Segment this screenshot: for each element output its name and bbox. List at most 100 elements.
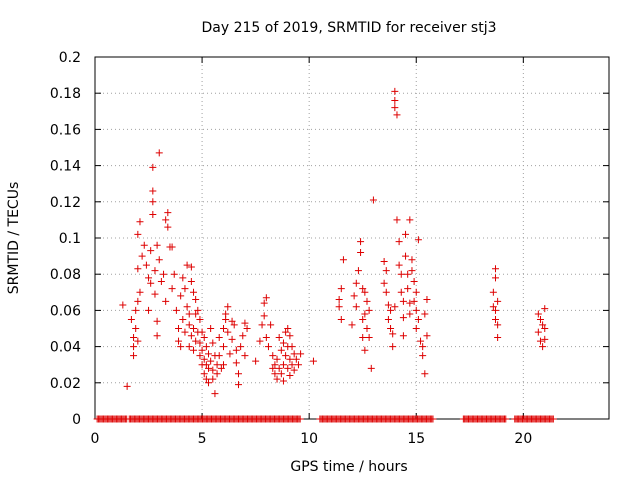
data-point <box>162 216 170 224</box>
data-point <box>271 361 279 369</box>
data-point <box>179 315 187 323</box>
data-point <box>361 288 369 296</box>
data-point <box>384 315 392 323</box>
data-point <box>153 317 161 325</box>
data-point <box>399 332 407 340</box>
data-point <box>130 352 138 360</box>
data-point <box>393 216 401 224</box>
data-point <box>134 265 142 273</box>
data-point <box>123 382 131 390</box>
data-point <box>382 288 390 296</box>
data-point <box>211 390 219 398</box>
y-tick-label: 0.04 <box>50 340 81 356</box>
data-point <box>187 263 195 271</box>
data-point <box>196 339 204 347</box>
data-point <box>256 337 264 345</box>
data-point <box>175 325 183 332</box>
data-point <box>286 332 294 340</box>
data-point <box>151 267 159 275</box>
data-point <box>290 350 298 358</box>
data-point <box>183 261 191 269</box>
y-tick-label: 0.02 <box>50 376 81 392</box>
data-point <box>382 267 390 275</box>
data-point <box>200 370 208 378</box>
data-point <box>395 261 403 269</box>
data-point <box>417 337 425 345</box>
data-point <box>391 303 399 311</box>
data-point <box>183 303 191 311</box>
y-tick-label: 0 <box>72 412 81 428</box>
data-point <box>134 297 142 305</box>
data-point <box>288 361 296 369</box>
data-point <box>205 364 213 372</box>
data-point <box>151 290 159 298</box>
data-point <box>536 315 544 323</box>
data-point <box>279 339 287 347</box>
y-tick-label: 0.1 <box>59 231 81 247</box>
data-point <box>153 241 161 249</box>
data-point <box>365 334 373 342</box>
data-point <box>200 334 208 342</box>
data-point <box>273 355 281 363</box>
data-point <box>175 337 183 345</box>
data-point <box>350 292 358 300</box>
data-point <box>491 315 499 323</box>
data-point <box>408 256 416 264</box>
data-point <box>269 352 277 360</box>
data-point <box>243 325 251 332</box>
data-point <box>410 277 418 285</box>
data-point <box>136 288 144 296</box>
data-point <box>226 350 234 358</box>
data-point <box>282 328 290 336</box>
data-point <box>491 306 499 314</box>
data-point <box>196 315 204 323</box>
data-point <box>414 236 422 244</box>
data-point <box>160 270 168 278</box>
data-point <box>260 312 268 320</box>
data-point <box>185 321 193 329</box>
data-point <box>215 352 223 360</box>
data-point <box>130 334 138 342</box>
data-point <box>262 294 270 302</box>
x-tick-label: 5 <box>198 431 207 447</box>
data-point <box>230 321 238 329</box>
x-tick-label: 10 <box>300 431 318 447</box>
grid <box>95 57 609 419</box>
data-point <box>412 306 420 314</box>
data-point <box>222 315 230 323</box>
data-point <box>423 296 431 304</box>
data-point <box>207 325 215 332</box>
data-point <box>367 364 375 372</box>
data-point <box>335 296 343 304</box>
data-point <box>220 361 227 369</box>
data-point <box>181 328 189 336</box>
data-point <box>279 377 287 385</box>
data-point <box>213 361 221 369</box>
data-point <box>134 337 142 345</box>
data-point <box>170 270 178 278</box>
data-point <box>220 343 227 351</box>
data-point <box>202 361 210 369</box>
data-point <box>252 357 260 365</box>
data-point <box>237 343 245 351</box>
data-point <box>406 310 414 318</box>
data-point <box>408 267 416 275</box>
data-point <box>134 230 142 238</box>
data-point <box>119 301 127 309</box>
data-point <box>352 303 360 311</box>
data-point <box>539 321 547 329</box>
data-point <box>384 301 392 309</box>
data-point <box>234 370 242 378</box>
data-point <box>260 299 268 307</box>
data-point <box>198 346 206 354</box>
data-point <box>264 343 272 351</box>
data-point <box>140 241 148 249</box>
data-point <box>359 315 367 323</box>
x-tick-labels: 0 5 10 15 20 <box>91 431 533 447</box>
data-point <box>279 361 287 369</box>
data-point <box>149 210 157 218</box>
data-point <box>297 350 305 358</box>
data-point <box>192 337 200 345</box>
data-point <box>172 306 180 314</box>
